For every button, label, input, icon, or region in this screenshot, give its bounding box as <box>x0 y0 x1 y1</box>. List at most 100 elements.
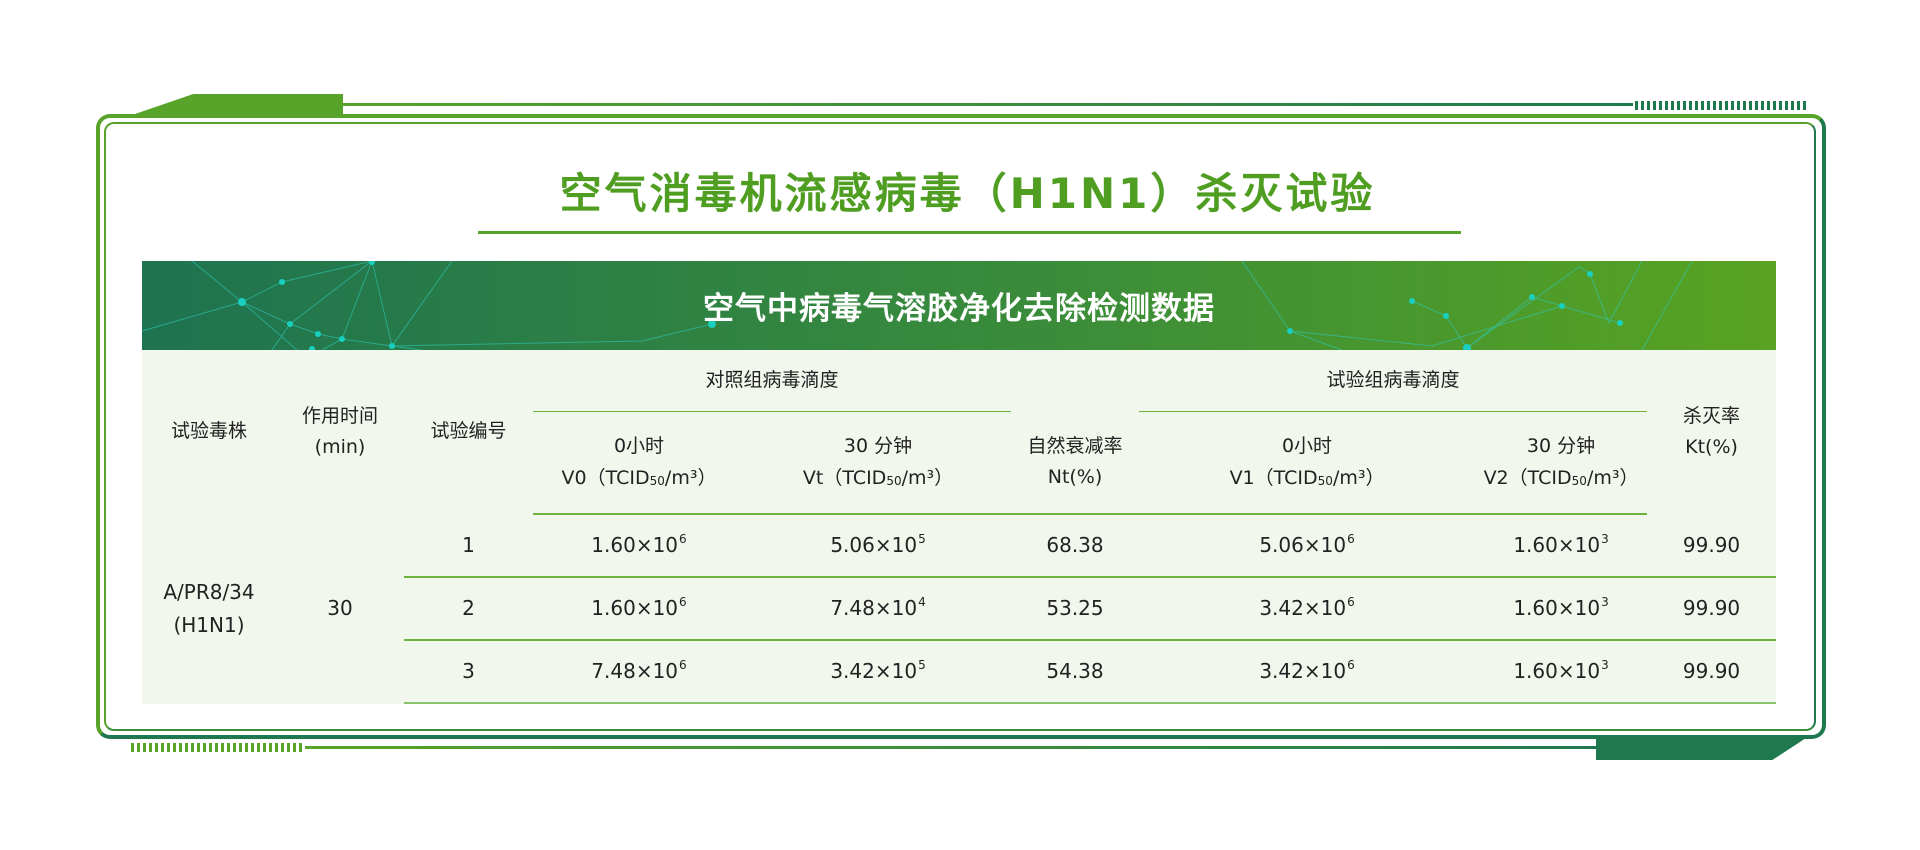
header-v2-sub: 50 <box>1571 473 1587 488</box>
strain-type: (H1N1) <box>173 612 245 637</box>
mantissa: 7.48 <box>830 596 875 620</box>
header-kill-rate: 杀灭率 Kt(%) <box>1647 350 1776 514</box>
mantissa: 1.60 <box>1513 659 1558 683</box>
header-control-group: 对照组病毒滴度 <box>533 350 1012 412</box>
times-ten: ×10 <box>1557 533 1601 557</box>
cell-v1: 5.06×106 <box>1139 514 1476 578</box>
header-v1: 0小时 V1（TCID50/m³） <box>1139 411 1476 515</box>
cell-test-no: 2 <box>404 577 533 641</box>
header-time: 作用时间 (min) <box>276 350 404 514</box>
header-time-unit: (min) <box>314 436 366 458</box>
header-kill-rate-label: 杀灭率 <box>1683 404 1741 427</box>
times-ten: ×10 <box>1557 659 1601 683</box>
mantissa: 1.60 <box>1513 533 1558 557</box>
header-v1-pre: V1（TCID <box>1229 466 1318 489</box>
exponent: 5 <box>918 532 926 546</box>
header-v1-sub: 50 <box>1317 473 1333 488</box>
page-title: 空气消毒机流感病毒（H1N1）杀灭试验 <box>559 169 1376 218</box>
cell-vt: 3.42×105 <box>745 640 1012 704</box>
times-ten: ×10 <box>635 659 679 683</box>
header-v0-post: /m³） <box>664 466 717 489</box>
mantissa: 3.42 <box>830 659 875 683</box>
times-ten: ×10 <box>874 596 918 620</box>
exponent: 5 <box>918 658 926 672</box>
header-spacer <box>1011 350 1139 412</box>
times-ten: ×10 <box>635 533 679 557</box>
cell-v1: 3.42×106 <box>1139 640 1476 704</box>
exponent: 3 <box>1601 532 1609 546</box>
header-v0-sub: 50 <box>649 473 665 488</box>
title-underline <box>478 231 1461 234</box>
header-vt: 30 分钟 Vt（TCID50/m³） <box>745 411 1012 515</box>
header-v2-time: 30 分钟 <box>1526 435 1596 458</box>
header-v1-post: /m³） <box>1332 466 1385 489</box>
header-kill-rate-unit: Kt(%) <box>1685 436 1738 458</box>
header-test-group: 试验组病毒滴度 <box>1139 350 1648 412</box>
times-ten: ×10 <box>1557 596 1601 620</box>
cell-strain: A/PR8/34 (H1N1) <box>142 514 276 703</box>
cell-nt: 54.38 <box>1011 640 1140 704</box>
header-v2-pre: V2（TCID <box>1483 466 1572 489</box>
exponent: 6 <box>679 595 687 609</box>
cell-test-no: 1 <box>404 514 533 578</box>
header-vt-sub: 50 <box>886 473 902 488</box>
header-strain: 试验毒株 <box>170 420 247 443</box>
cell-v1: 3.42×106 <box>1139 577 1476 641</box>
exponent: 6 <box>679 532 687 546</box>
cell-v0: 1.60×106 <box>533 514 745 578</box>
cell-nt: 68.38 <box>1011 514 1140 578</box>
cell-vt: 5.06×105 <box>745 514 1012 578</box>
exponent: 6 <box>1347 595 1355 609</box>
mantissa: 3.42 <box>1259 659 1304 683</box>
header-nt-label: 自然衰减率 <box>1027 434 1123 457</box>
header-v0-time: 0小时 <box>613 435 665 458</box>
mantissa: 5.06 <box>830 533 875 557</box>
header-v1-time: 0小时 <box>1281 435 1333 458</box>
mantissa: 3.42 <box>1259 596 1304 620</box>
frame-dashes-bottom-left <box>131 743 305 752</box>
times-ten: ×10 <box>635 596 679 620</box>
header-v0: 0小时 V0（TCID50/m³） <box>533 411 745 515</box>
banner-title: 空气中病毒气溶胶净化去除检测数据 <box>703 291 1215 327</box>
frame-tab-top-left <box>135 94 343 114</box>
table-row: A/PR8/34 (H1N1) 30 1 1.60×106 5.06×105 68.38 5.… <box>142 514 1777 637</box>
times-ten: ×10 <box>1303 596 1347 620</box>
frame-line-top <box>343 103 1633 106</box>
exponent: 6 <box>1347 532 1355 546</box>
header-nt: 自然衰减率 Nt(%) <box>1011 411 1140 515</box>
header-vt-post: /m³） <box>901 466 954 489</box>
cell-kt: 99.90 <box>1647 640 1777 704</box>
mantissa: 5.06 <box>1259 533 1304 557</box>
mantissa: 1.60 <box>1513 596 1558 620</box>
header-v0-pre: V0（TCID <box>561 466 650 489</box>
table-row: 3 7.48×106 3.42×105 54.38 3.42×106 1.60×103 99… <box>142 640 1777 704</box>
cell-v2: 1.60×103 <box>1475 577 1648 641</box>
times-ten: ×10 <box>1303 659 1347 683</box>
exponent: 6 <box>1347 658 1355 672</box>
header-vt-time: 30 分钟 <box>843 435 913 458</box>
header-time-label: 作用时间 <box>301 404 378 427</box>
mantissa: 1.60 <box>591 596 636 620</box>
times-ten: ×10 <box>874 659 918 683</box>
header-vt-pre: Vt（TCID <box>802 466 887 489</box>
mantissa: 1.60 <box>591 533 636 557</box>
network-pattern-decoration <box>142 261 1693 350</box>
exponent: 6 <box>679 658 687 672</box>
frame-line-bottom <box>305 746 1596 749</box>
exponent: 4 <box>918 595 926 609</box>
cell-kt: 99.90 <box>1647 514 1777 578</box>
frame-dashes-top-right <box>1635 101 1806 110</box>
header-nt-unit: Nt(%) <box>1047 466 1103 489</box>
cell-v0: 7.48×106 <box>533 640 745 704</box>
table-banner: 空气中病毒气溶胶净化去除检测数据 <box>142 261 1776 350</box>
cell-vt: 7.48×104 <box>745 577 1012 641</box>
table-row: 2 1.60×106 7.48×104 53.25 3.42×106 1.60×103 99… <box>142 577 1777 641</box>
cell-v2: 1.60×103 <box>1475 640 1648 704</box>
cell-nt: 53.25 <box>1011 577 1140 641</box>
mantissa: 7.48 <box>591 659 636 683</box>
frame-outer-border <box>96 114 1826 739</box>
cell-test-no: 3 <box>404 640 533 704</box>
frame-inner-border <box>104 122 1816 731</box>
times-ten: ×10 <box>1303 533 1347 557</box>
header-test-no: 试验编号 <box>430 420 507 443</box>
